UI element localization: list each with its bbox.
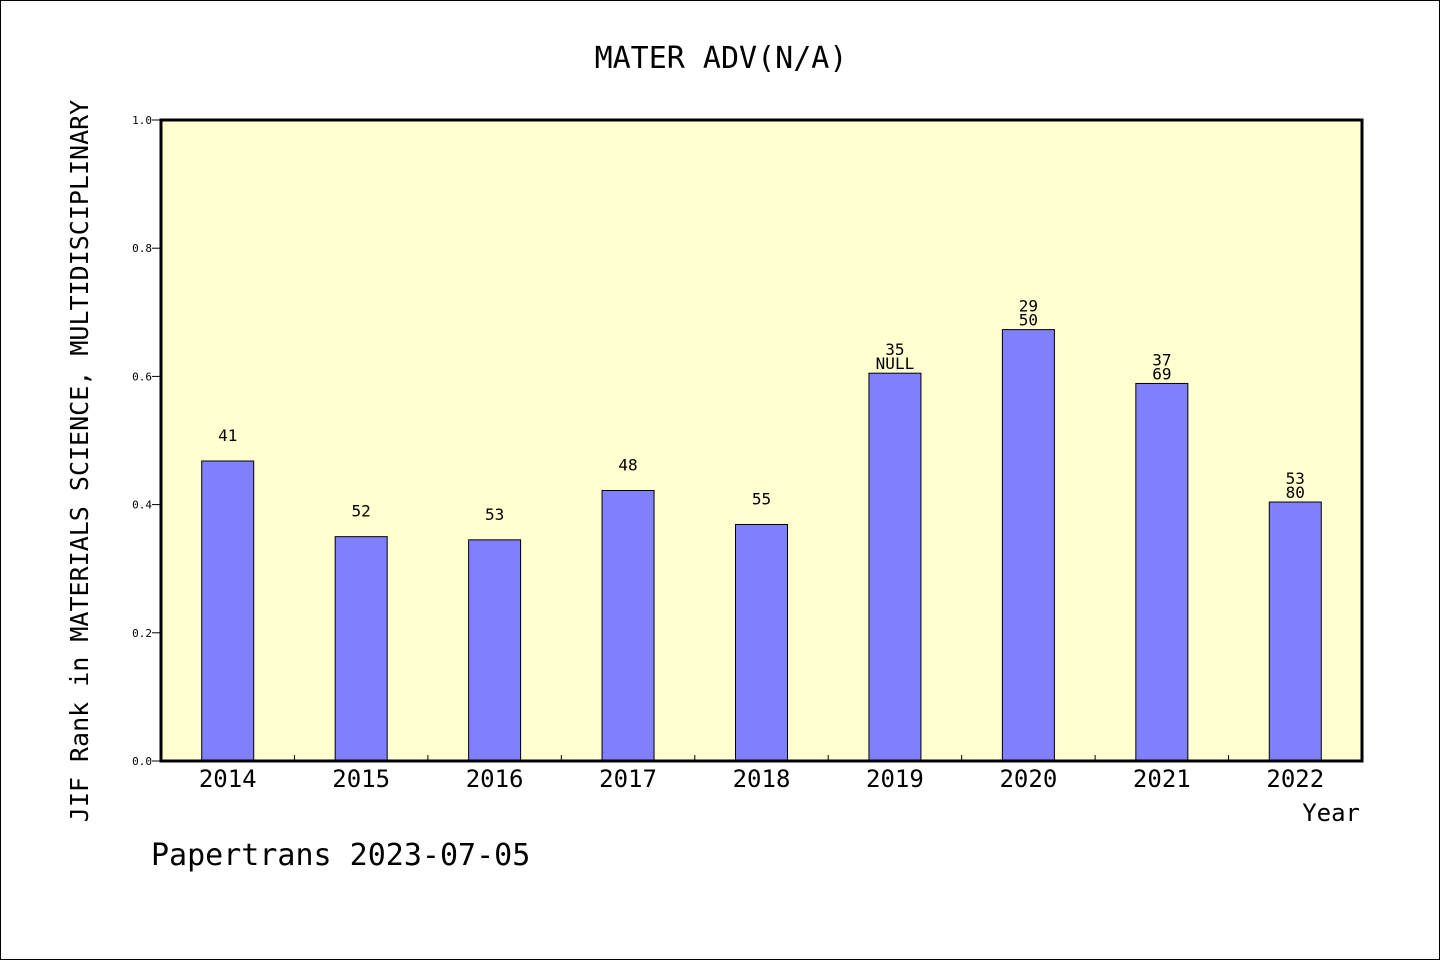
bar-data-label: 53 bbox=[485, 505, 504, 524]
bar-2020 bbox=[1001, 329, 1055, 762]
bar-data-label: 80 bbox=[1286, 483, 1305, 502]
plot-border bbox=[159, 118, 1364, 763]
y-tick-label: 0.4 bbox=[132, 499, 152, 512]
footer-credit: Papertrans 2023-07-05 bbox=[151, 838, 530, 873]
x-axis-label: Year bbox=[1302, 799, 1360, 827]
x-tick-label: 2020 bbox=[999, 765, 1057, 793]
x-axis-ticks: 2014 2015 2016 2017 2018 2019 2020 2021 2022 bbox=[199, 755, 1324, 793]
bar-data-label: 69 bbox=[1152, 364, 1171, 383]
bar-data-label: 41 bbox=[218, 426, 237, 445]
bar-data-label: 53 bbox=[1286, 469, 1305, 488]
bar-2014 bbox=[201, 460, 255, 762]
y-axis-ticks: 0.0 0.2 0.4 0.6 0.8 1.0 bbox=[132, 114, 161, 768]
x-tick-label: 2021 bbox=[1133, 765, 1191, 793]
bar-2015 bbox=[334, 536, 388, 762]
bar-data-label: 37 bbox=[1152, 350, 1171, 369]
bar-2017 bbox=[601, 489, 655, 762]
x-tick-label: 2014 bbox=[199, 765, 257, 793]
bar-data-label: 55 bbox=[752, 489, 771, 508]
bar-data-label: 50 bbox=[1019, 311, 1038, 330]
bar-2018 bbox=[735, 523, 788, 762]
bar-2021 bbox=[1135, 382, 1189, 762]
bar-data-label: 48 bbox=[618, 455, 637, 474]
y-tick-label: 0.0 bbox=[132, 755, 152, 768]
y-tick-label: 1.0 bbox=[132, 114, 152, 127]
bar-2016 bbox=[468, 539, 522, 762]
x-tick-label: 2022 bbox=[1266, 765, 1324, 793]
x-tick-label: 2015 bbox=[332, 765, 390, 793]
y-tick-label: 0.8 bbox=[132, 242, 152, 255]
bar-data-label: NULL bbox=[876, 354, 915, 373]
bar-2019 bbox=[868, 372, 922, 762]
y-axis-label: JIF Rank in MATERIALS SCIENCE, MULTIDISC… bbox=[65, 100, 94, 822]
x-tick-label: 2018 bbox=[733, 765, 791, 793]
x-tick-label: 2017 bbox=[599, 765, 657, 793]
y-tick-label: 0.2 bbox=[132, 627, 152, 640]
chart-title: MATER ADV(N/A) bbox=[595, 41, 848, 76]
y-tick-label: 0.6 bbox=[132, 370, 152, 383]
x-tick-label: 2019 bbox=[866, 765, 924, 793]
bar-data-label: 52 bbox=[352, 502, 371, 521]
x-tick-label: 2016 bbox=[466, 765, 524, 793]
bar-data-label: 35 bbox=[885, 340, 904, 359]
bar-data-label: 29 bbox=[1019, 297, 1038, 316]
bar-2022 bbox=[1268, 501, 1322, 762]
